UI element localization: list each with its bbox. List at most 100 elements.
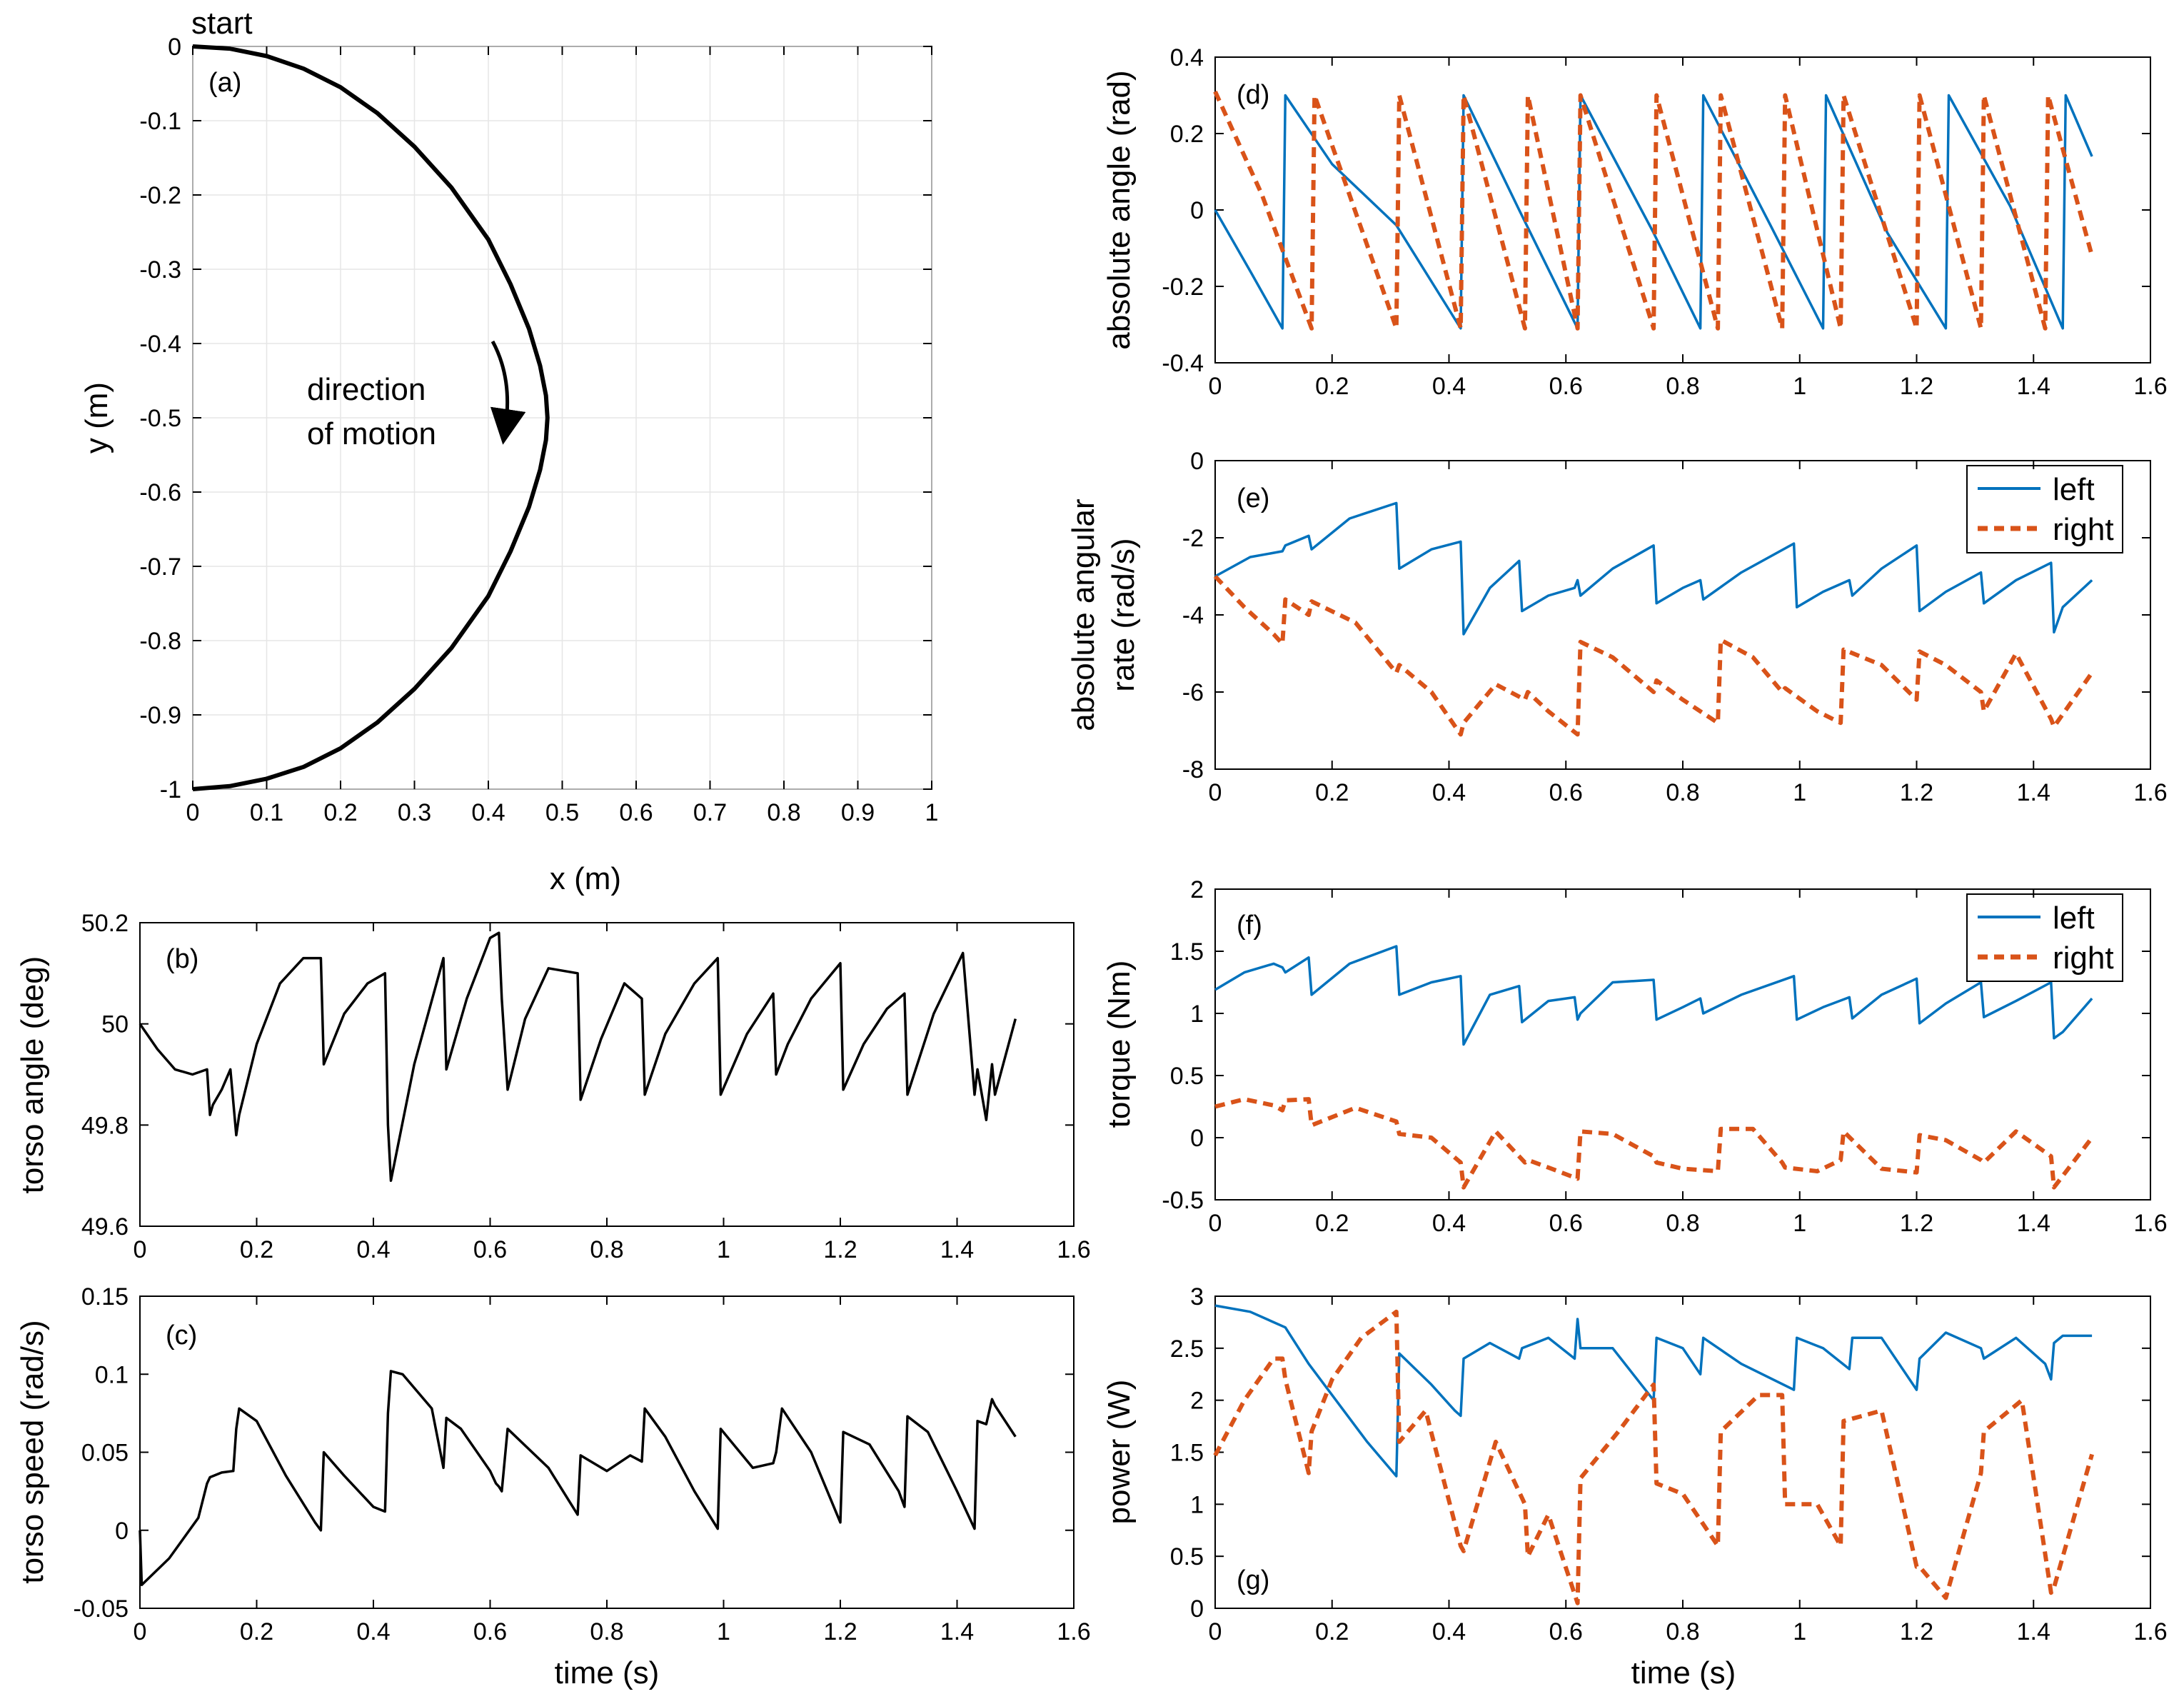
x-tick-label-e-6: 1.2: [1900, 779, 1933, 806]
y-tick-label-f-5: 2: [1190, 876, 1204, 903]
y-tick-label-e-1: -2: [1182, 525, 1204, 552]
panel-label-g: (g): [1237, 1565, 1269, 1595]
x-tick-label-b-0: 0: [134, 1236, 147, 1263]
x-tick-label-e-2: 0.4: [1432, 779, 1466, 806]
x-tick-label-c-0: 0: [134, 1618, 147, 1645]
x-tick-label-b-5: 1: [717, 1236, 730, 1263]
panel-label-a: (a): [208, 68, 241, 98]
x-tick-label-d-4: 0.8: [1666, 373, 1699, 400]
x-tick-label-f-8: 1.6: [2133, 1210, 2167, 1237]
x-tick-label-a-1: 0.1: [250, 799, 283, 826]
y-axis-label-d: absolute angle (rad): [1102, 70, 1137, 349]
x-tick-label-f-2: 0.4: [1432, 1210, 1466, 1237]
y-axis-label-c: torso speed (rad/s): [15, 1320, 50, 1583]
x-tick-label-c-8: 1.6: [1057, 1618, 1090, 1645]
direction-arrow: [490, 340, 526, 445]
y-tick-label-a-1: -0.1: [139, 108, 181, 135]
x-tick-label-a-6: 0.6: [619, 799, 653, 826]
x-tick-label-d-3: 0.6: [1549, 373, 1583, 400]
x-tick-label-g-8: 1.6: [2133, 1618, 2167, 1645]
panel-label-b: (b): [166, 944, 198, 974]
y-tick-label-c-2: 0.05: [81, 1440, 129, 1467]
x-tick-label-a-7: 0.7: [693, 799, 727, 826]
series-line-g-right: [1213, 1309, 2094, 1605]
y-tick-label-g-0: 0: [1190, 1595, 1204, 1623]
y-tick-label-g-5: 2.5: [1170, 1335, 1204, 1363]
y-tick-label-b-1: 49.8: [81, 1112, 129, 1139]
x-tick-label-c-6: 1.2: [823, 1618, 857, 1645]
x-tick-label-a-10: 1: [925, 799, 939, 826]
x-tick-label-f-5: 1: [1793, 1210, 1806, 1237]
y-tick-label-b-2: 50: [101, 1011, 129, 1038]
x-tick-label-a-0: 0: [186, 799, 200, 826]
x-tick-label-d-6: 1.2: [1900, 373, 1933, 400]
x-tick-label-f-7: 1.4: [2017, 1210, 2050, 1237]
x-tick-label-e-7: 1.4: [2017, 779, 2050, 806]
x-tick-label-c-4: 0.8: [590, 1618, 623, 1645]
legend-e: left right: [1966, 465, 2123, 553]
legend-label-right-e: right: [2053, 512, 2114, 547]
y-tick-label-c-3: 0.1: [95, 1361, 129, 1388]
x-tick-label-b-2: 0.4: [356, 1236, 390, 1263]
series-line-f-left: [1214, 945, 2093, 1046]
x-tick-label-a-5: 0.5: [545, 799, 579, 826]
x-tick-label-b-1: 0.2: [240, 1236, 273, 1263]
chart-panel-f: (f) torque (Nm) left right 0 0.2 0.4 0.6 0.8…: [1102, 876, 2168, 1237]
plot-frame-c: [139, 1295, 1075, 1609]
chart-panel-e: (e) absolute angular rate (rad/s) left r…: [1066, 448, 2168, 806]
x-tick-label-c-5: 1: [717, 1618, 730, 1645]
legend-box-f: [1966, 893, 2123, 982]
y-tick-label-g-2: 1: [1190, 1491, 1204, 1518]
x-tick-label-a-3: 0.3: [398, 799, 431, 826]
panel-label-f: (f): [1237, 911, 1262, 941]
y-tick-label-a-3: -0.3: [139, 256, 181, 284]
chart-panel-b: (b) torso angle (deg) 0 0.2 0.4 0.6 0.8 1 1.2 1…: [15, 910, 1091, 1263]
x-tick-label-c-2: 0.4: [356, 1618, 390, 1645]
y-tick-label-c-0: -0.05: [74, 1595, 129, 1623]
legend-f: left right: [1966, 893, 2123, 982]
x-axis-label-a: x (m): [550, 861, 621, 896]
plot-frame-b: [139, 922, 1075, 1227]
series-line-c-torso-speed: [139, 1370, 1017, 1586]
chart-panel-g: (g) time (s) power (W) 0 0.2 0.4 0.6 0.8 1 1.2…: [1102, 1283, 2168, 1690]
y-tick-label-c-1: 0: [115, 1518, 129, 1545]
x-tick-label-d-7: 1.4: [2017, 373, 2050, 400]
legend-label-right-f: right: [2053, 941, 2114, 976]
chart-panel-a: start (a) direction of motion x (m) y (m…: [79, 6, 938, 896]
y-tick-label-a-5: -0.5: [139, 405, 181, 432]
y-tick-label-b-3: 50.2: [81, 910, 129, 937]
y-tick-label-g-1: 0.5: [1170, 1543, 1204, 1570]
y-tick-label-d-3: 0.2: [1170, 121, 1204, 148]
series-line-d-left: [1214, 94, 2093, 330]
direction-label-line2: of motion: [307, 416, 436, 451]
x-tick-label-d-8: 1.6: [2133, 373, 2167, 400]
x-tick-label-d-1: 0.2: [1315, 373, 1349, 400]
y-tick-label-c-4: 0.15: [81, 1283, 129, 1310]
x-tick-label-b-8: 1.6: [1057, 1236, 1090, 1263]
y-tick-label-g-4: 2: [1190, 1388, 1204, 1415]
x-axis-label-c: time (s): [555, 1655, 660, 1690]
legend-box-e: [1966, 465, 2123, 553]
y-tick-label-g-3: 1.5: [1170, 1440, 1204, 1467]
y-tick-label-a-7: -0.7: [139, 553, 181, 581]
y-tick-label-a-6: -0.6: [139, 479, 181, 506]
x-tick-label-g-0: 0: [1209, 1618, 1222, 1645]
y-tick-label-d-4: 0.4: [1170, 44, 1204, 71]
y-axis-label-g: power (W): [1102, 1380, 1137, 1525]
y-tick-label-f-3: 1: [1190, 1001, 1204, 1028]
y-tick-label-e-0: 0: [1190, 448, 1204, 475]
y-tick-label-a-10: -1: [160, 776, 181, 803]
y-tick-label-a-9: -0.9: [139, 702, 181, 729]
x-tick-label-g-1: 0.2: [1315, 1618, 1349, 1645]
y-tick-label-d-1: -0.2: [1162, 274, 1204, 301]
series-line-b-torso-angle: [139, 931, 1017, 1183]
y-axis-label-b: torso angle (deg): [15, 956, 50, 1194]
y-tick-label-b-0: 49.6: [81, 1213, 129, 1241]
start-label: start: [191, 6, 253, 41]
chart-panel-c: (c) time (s) torso speed (rad/s) 0 0.2 0.4…: [15, 1283, 1091, 1690]
x-tick-label-f-1: 0.2: [1315, 1210, 1349, 1237]
x-tick-label-d-2: 0.4: [1432, 373, 1466, 400]
y-tick-label-a-8: -0.8: [139, 628, 181, 655]
x-tick-label-g-4: 0.8: [1666, 1618, 1699, 1645]
